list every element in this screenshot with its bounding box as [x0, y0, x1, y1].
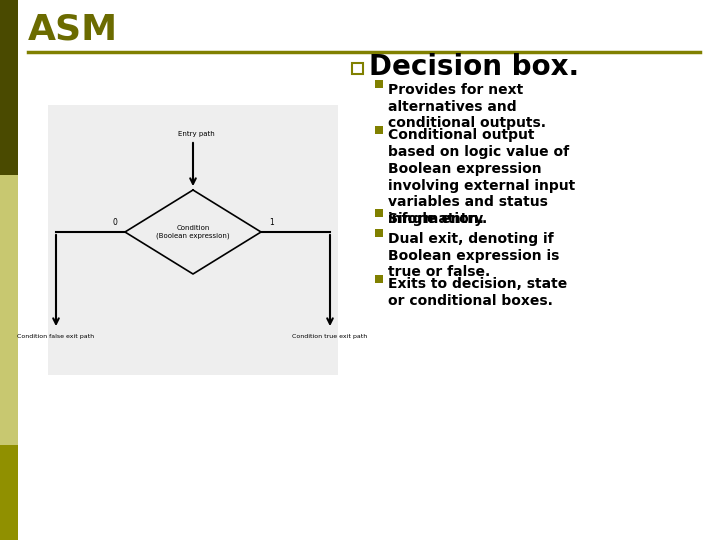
Bar — [0, 445, 18, 540]
Bar — [352, 63, 363, 73]
Bar — [0, 175, 18, 445]
Text: Conditional output
based on logic value of
Boolean expression
involving external: Conditional output based on logic value … — [388, 129, 575, 226]
Bar — [0, 0, 18, 175]
Text: Condition
(Boolean expression): Condition (Boolean expression) — [156, 225, 230, 239]
Text: Condition false exit path: Condition false exit path — [17, 334, 94, 339]
Text: Decision box.: Decision box. — [369, 53, 579, 81]
Text: Dual exit, denoting if
Boolean expression is
true or false.: Dual exit, denoting if Boolean expressio… — [388, 232, 559, 280]
Text: Condition true exit path: Condition true exit path — [292, 334, 368, 339]
Text: 1: 1 — [269, 218, 274, 227]
Bar — [375, 229, 383, 237]
Text: ASM: ASM — [28, 13, 118, 47]
Text: Entry path: Entry path — [178, 131, 215, 137]
Text: 0: 0 — [112, 218, 117, 227]
Bar — [375, 208, 383, 217]
Text: Single entry.: Single entry. — [388, 212, 487, 226]
Bar — [375, 80, 383, 88]
Bar — [375, 125, 383, 133]
Bar — [48, 105, 338, 375]
Text: Exits to decision, state
or conditional boxes.: Exits to decision, state or conditional … — [388, 278, 567, 308]
Text: Provides for next
alternatives and
conditional outputs.: Provides for next alternatives and condi… — [388, 83, 546, 131]
Bar — [375, 274, 383, 282]
